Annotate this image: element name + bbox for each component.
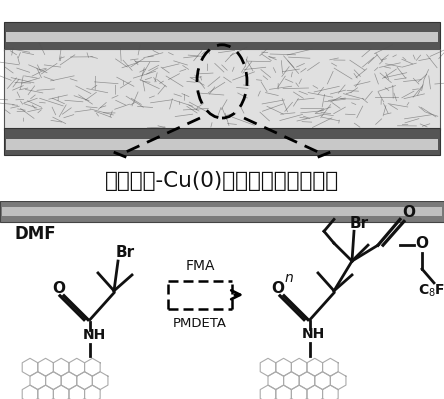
Bar bbox=[2, 207, 442, 216]
Text: FMA: FMA bbox=[185, 259, 215, 273]
Text: PMDETA: PMDETA bbox=[173, 317, 227, 330]
Bar bbox=[4, 22, 440, 51]
Text: O: O bbox=[415, 236, 428, 251]
Bar bbox=[6, 139, 438, 150]
Text: O: O bbox=[271, 281, 284, 296]
Text: DMF: DMF bbox=[14, 225, 56, 243]
Text: O: O bbox=[52, 281, 65, 296]
Bar bbox=[4, 128, 440, 155]
Text: 表面引发-Cu(0)催化可控自由基聚合: 表面引发-Cu(0)催化可控自由基聚合 bbox=[105, 171, 339, 191]
Text: Br: Br bbox=[116, 245, 135, 260]
Bar bbox=[4, 49, 440, 130]
Bar bbox=[0, 201, 444, 222]
Text: O: O bbox=[402, 205, 415, 220]
Text: n: n bbox=[285, 271, 294, 285]
Text: NH: NH bbox=[302, 328, 325, 342]
Text: C$_{8}$F$_{17}$: C$_{8}$F$_{17}$ bbox=[418, 283, 444, 299]
Text: Br: Br bbox=[350, 216, 369, 231]
Text: NH: NH bbox=[83, 328, 106, 342]
Bar bbox=[6, 32, 438, 42]
